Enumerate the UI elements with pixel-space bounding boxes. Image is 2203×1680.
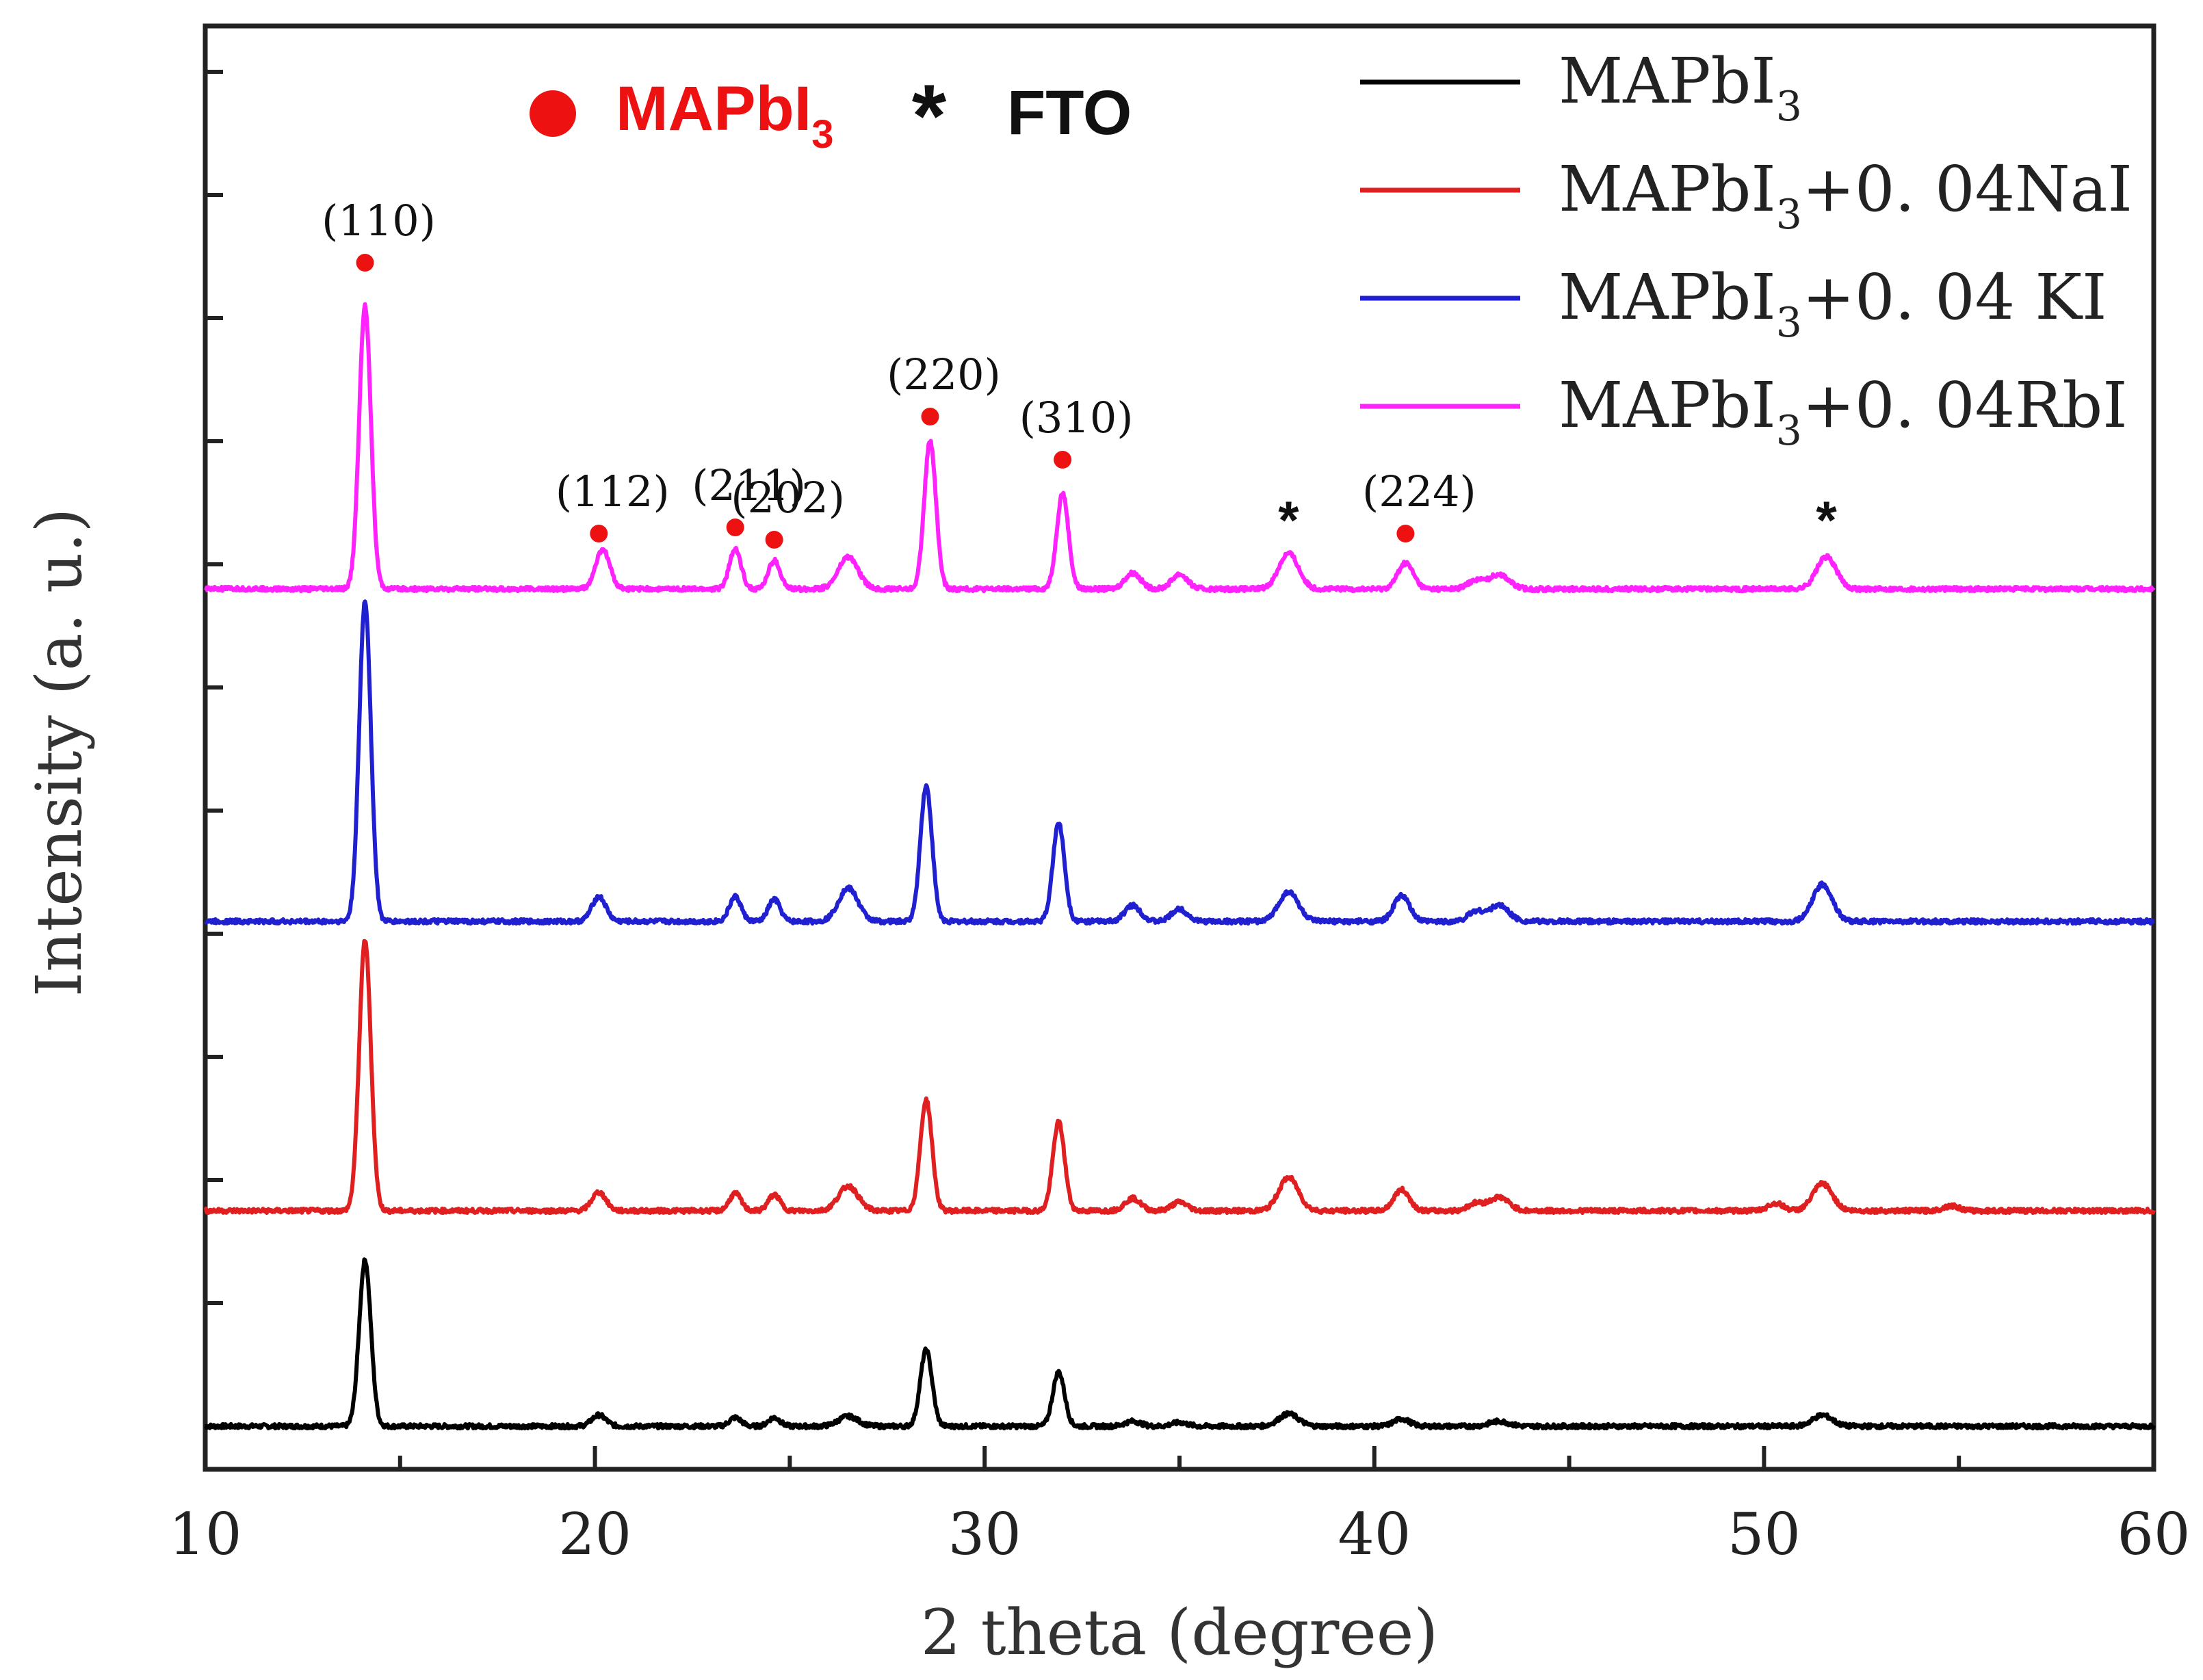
x-tick-label: 30 [948, 1501, 1021, 1568]
peak-marker-dot [726, 519, 744, 536]
peak-index-label: (110) [322, 196, 436, 246]
x-axis-ticks: 10 20 30 40 50 60 [169, 1446, 2191, 1568]
mapbi3-phase-dot [530, 90, 576, 137]
mapbi3-phase-sub: 3 [811, 112, 833, 157]
peak-marker-dot [921, 408, 939, 425]
peak-index-label: (202) [731, 473, 845, 523]
series-layer [203, 302, 2156, 1431]
x-tick-label: 60 [2117, 1501, 2191, 1568]
peak-index-label: (211) [692, 460, 806, 510]
peak-index-label: (224) [1362, 467, 1476, 516]
peak-marker-dot [590, 525, 608, 542]
fto-phase-symbol: * [912, 66, 947, 166]
annotation-layer: (110) (112) (211)(202) (220) (310) * (224) * [322, 196, 1837, 550]
mapbi3-phase-label: MAPbI3 [616, 74, 833, 157]
phase-key: MAPbI3 * FTO [530, 66, 1132, 166]
fto-peak-marker: * [1278, 490, 1299, 550]
peak-index-label: (220) [887, 350, 1001, 399]
legend-label-2: MAPbI3+0. 04 KI [1559, 261, 2107, 347]
mapbi3-phase-base: MAPbI [616, 74, 811, 144]
x-axis-label: 2 theta (degree) [921, 1596, 1438, 1669]
x-tick-label: 20 [558, 1501, 631, 1568]
series-line-2 [203, 599, 2155, 926]
x-tick-label: 50 [1728, 1501, 1801, 1568]
peak-marker-dot [765, 531, 783, 549]
fto-peak-marker: * [1816, 490, 1837, 550]
series-line-0 [204, 1257, 2156, 1431]
series-line-1 [203, 939, 2156, 1216]
legend-label-0: MAPbI3 [1559, 44, 1802, 131]
x-tick-label: 40 [1338, 1501, 1411, 1568]
peak-marker-dot [1396, 525, 1415, 542]
legend-label-3: MAPbI3+0. 04RbI [1559, 369, 2128, 455]
peak-index-label: (310) [1019, 393, 1134, 443]
plot-frame [203, 23, 2156, 1472]
y-axis-ticks [205, 70, 223, 1428]
peak-index-label: (112) [556, 467, 670, 516]
peak-marker-dot [1054, 451, 1072, 469]
y-axis-label: Intensity (a. u.) [23, 508, 96, 997]
fto-phase-label: FTO [1007, 78, 1132, 148]
series-line-3 [204, 302, 2156, 594]
x-tick-label: 10 [169, 1501, 242, 1568]
peak-marker-dot [356, 254, 374, 272]
legend: MAPbI3 MAPbI3+0. 04NaI MAPbI3+0. 04 KI MAPb… [1360, 44, 2133, 455]
legend-label-1: MAPbI3+0. 04NaI [1559, 153, 2133, 239]
